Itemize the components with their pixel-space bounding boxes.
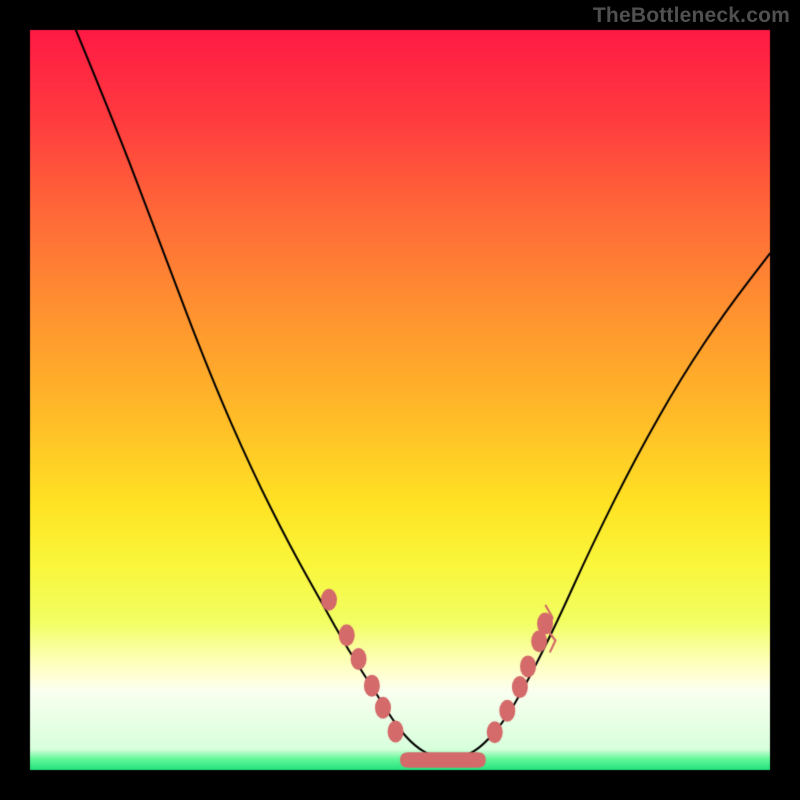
- bottleneck-chart-canvas: [0, 0, 800, 800]
- watermark-text: TheBottleneck.com: [593, 4, 790, 28]
- chart-stage: TheBottleneck.com: [0, 0, 800, 800]
